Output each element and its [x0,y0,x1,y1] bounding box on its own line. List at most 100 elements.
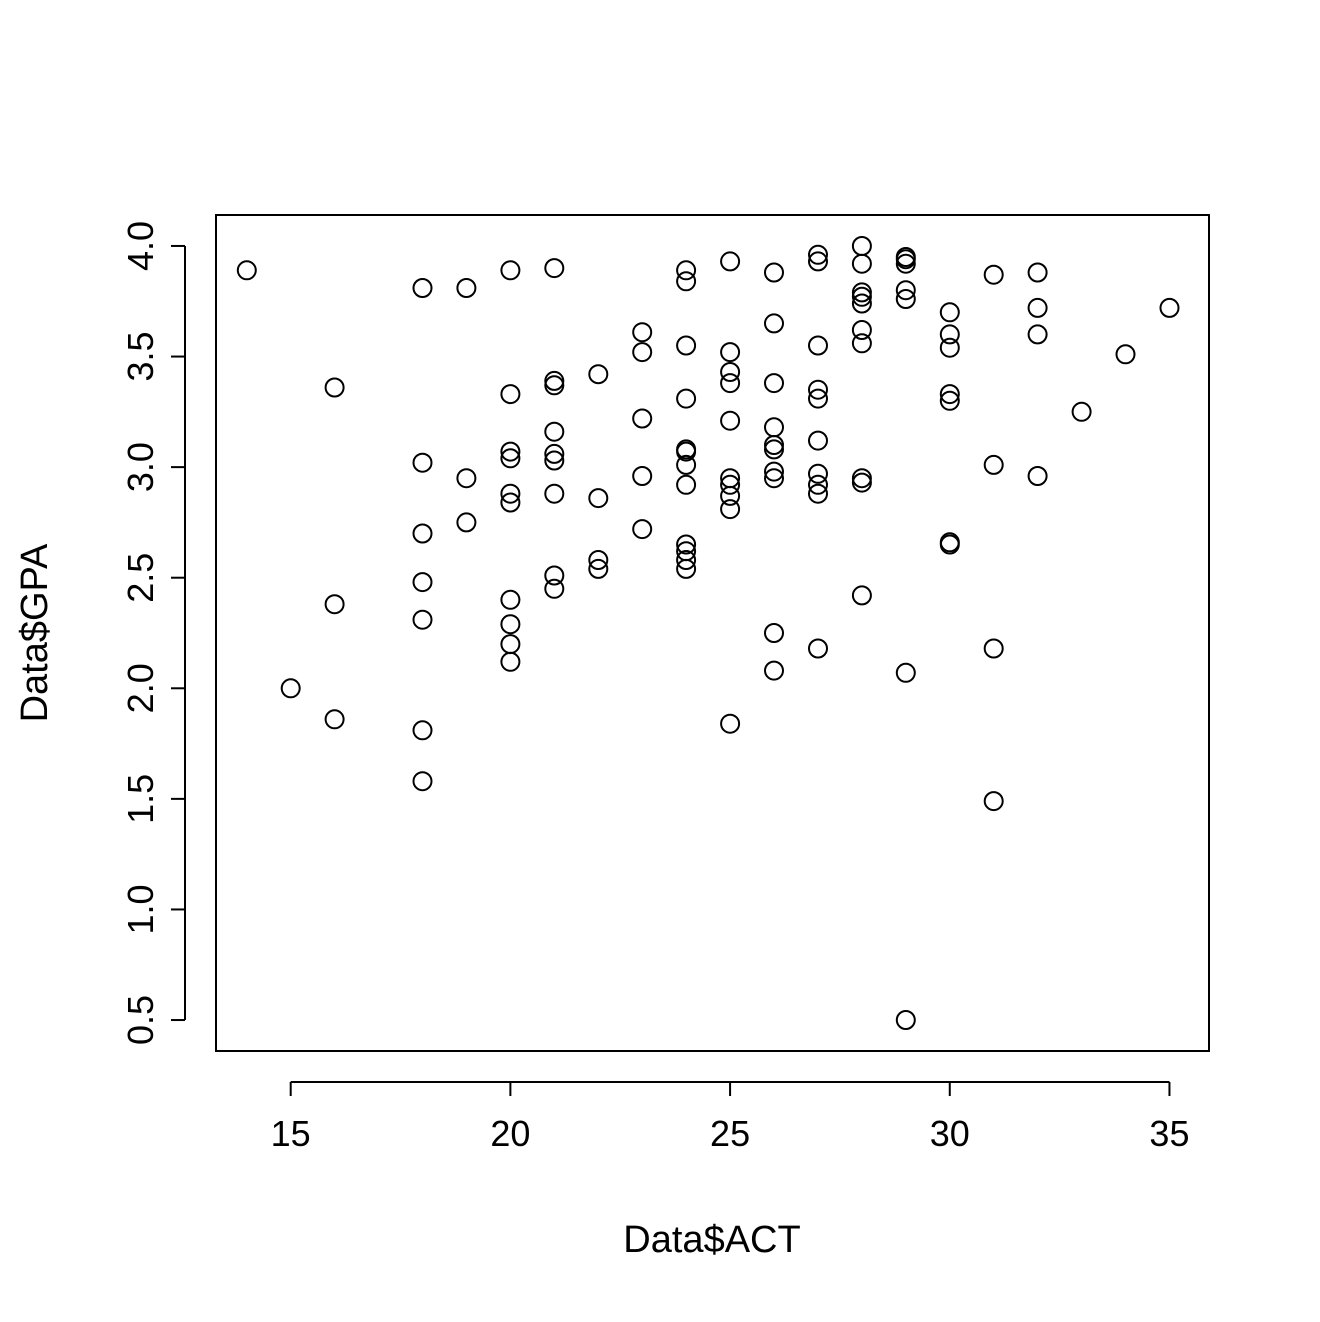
data-point [939,302,960,323]
data-point [720,713,741,734]
data-point [983,638,1004,659]
data-point [720,362,741,382]
y-axis-label: Data$GPA [14,543,56,722]
data-point [808,474,828,495]
data-point [1027,324,1048,345]
x-axis: 15 20 25 30 35 [271,1081,1189,1154]
data-point [544,375,565,396]
data-point [500,384,521,405]
data-point [895,249,916,270]
data-point [720,485,741,506]
data-point [676,550,697,570]
data-point [324,709,345,730]
data-point [720,410,741,431]
data-point [808,430,828,451]
data-point [720,342,741,363]
data-point [500,492,521,513]
data-point [544,258,565,279]
data-point [588,550,609,570]
y-tick-label: 1.0 [120,884,161,934]
data-point [895,662,916,683]
x-tick-label: 30 [930,1113,970,1154]
data-point [676,474,697,495]
data-point [544,565,565,586]
data-point [983,264,1004,285]
data-point [676,271,697,292]
data-point [632,342,653,363]
x-axis-label: Data$ACT [623,1219,800,1261]
data-point [500,448,521,469]
data-point [412,278,433,298]
y-tick-label: 4.0 [120,221,161,271]
data-point [632,519,653,540]
data-point [851,468,872,489]
data-point [544,443,565,464]
data-point [588,558,609,579]
x-tick-label: 25 [710,1113,750,1154]
data-point [808,388,828,409]
data-point [544,450,565,471]
data-point [676,260,697,281]
data-point [1159,297,1180,318]
plot-frame [215,214,1210,1052]
data-point [456,468,477,489]
data-point [632,322,653,343]
data-point [1115,344,1136,365]
data-point [808,463,828,484]
data-point [895,1010,916,1030]
data-point [500,614,521,635]
y-axis: 0.5 1.0 1.5 2.0 2.5 3.0 3.5 4.0 [120,221,186,1045]
x-tick-label: 15 [271,1113,311,1154]
data-point [412,771,433,792]
data-point [764,262,784,283]
y-tick-label: 3.0 [120,442,161,492]
data-point [939,534,960,555]
y-tick-label: 0.5 [120,995,161,1045]
data-point [632,408,653,429]
data-point [939,390,960,411]
data-point [676,335,697,356]
data-point [456,512,477,533]
data-point [720,474,741,495]
data-point [764,660,784,681]
data-point [412,572,433,593]
data-point [895,289,916,309]
data-point [720,373,741,394]
data-point [324,594,345,615]
data-point [895,280,916,301]
data-point [588,364,609,385]
data-point [851,585,872,606]
data-point [764,439,784,460]
data-point [808,244,828,265]
data-point [676,388,697,409]
data-point [764,435,784,455]
data-point [1027,297,1048,318]
data-point [544,578,565,599]
data-point [851,320,872,340]
data-point [764,417,784,438]
data-point [983,454,1004,475]
data-point [939,384,960,405]
data-point [1027,262,1048,283]
data-point [851,293,872,314]
x-tick-label: 20 [490,1113,530,1154]
data-point [676,558,697,579]
data-point [544,421,565,442]
data-point [676,454,697,475]
data-point [676,534,697,555]
data-point [808,335,828,356]
data-point [939,324,960,345]
data-point [851,472,872,493]
y-tick-label: 3.5 [120,331,161,381]
data-point [412,452,433,473]
data-point [720,251,741,272]
data-point [764,313,784,334]
data-point [764,623,784,643]
data-point [939,337,960,358]
data-point [324,377,345,398]
x-tick-label: 35 [1149,1113,1189,1154]
data-point [720,499,741,520]
data-point [764,461,784,482]
data-point [280,678,301,699]
data-point [544,370,565,391]
